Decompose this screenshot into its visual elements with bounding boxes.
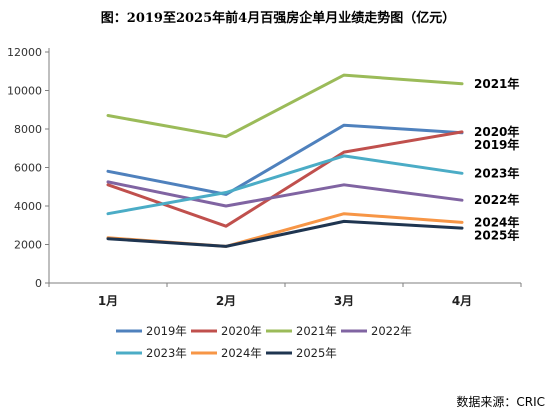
series-end-label: 2021年 [474,76,519,91]
series-end-label: 2020年 [474,124,519,139]
legend-label: 2024年 [221,346,262,360]
y-tick-label: 0 [35,277,42,290]
series-line-2023年 [106,154,464,216]
x-tick-label: 4月 [452,294,472,308]
x-tick-label: 3月 [334,294,354,308]
source-note: 数据来源：CRIC [456,394,545,409]
legend-label: 2023年 [146,346,187,360]
series-line-2022年 [106,180,464,208]
y-tick-label: 4000 [14,200,42,213]
y-tick-label: 12000 [7,46,42,59]
series-end-label: 2023年 [474,165,519,180]
y-tick-label: 2000 [14,239,42,252]
y-tick-label: 10000 [7,85,42,98]
series-line-2019年 [106,123,464,196]
series-line-2021年 [106,73,464,139]
series-line-2020年 [106,130,464,228]
legend-label: 2022年 [371,324,412,338]
series-end-label: 2024年 [474,214,519,229]
y-tick-label: 6000 [14,162,42,175]
x-tick-label: 1月 [98,294,118,308]
series-end-label: 2022年 [474,192,519,207]
legend-label: 2025年 [296,346,337,360]
y-tick-label: 8000 [14,123,42,136]
legend-label: 2021年 [296,324,337,338]
legend-label: 2020年 [221,324,262,338]
series-end-label: 2019年 [474,137,519,152]
series-end-label: 2025年 [474,227,519,242]
x-tick-label: 2月 [216,294,236,308]
series-line-2025年 [106,219,464,248]
chart-title: 图：2019至2025年前4月百强房企单月业绩走势图（亿元） [101,10,455,26]
legend: 2019年 2020年 2021年 2022年 2023年 2024年 2025年 [116,324,412,360]
plot-area: 0 2000 4000 6000 8000 10000 12000 1月 2月 3月 4月 2021年… [7,46,522,308]
legend-label: 2019年 [146,324,187,338]
